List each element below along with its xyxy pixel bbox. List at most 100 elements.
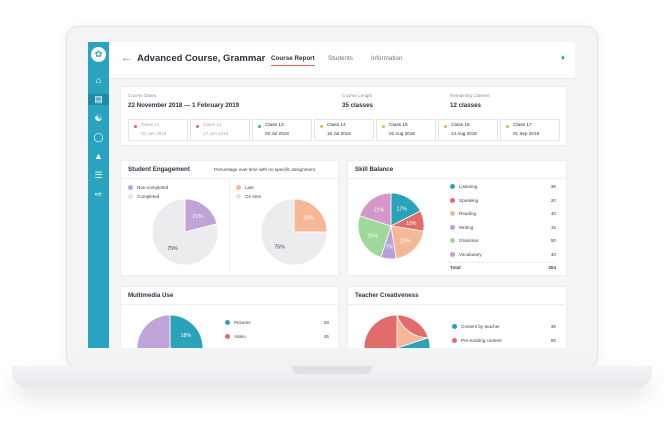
legend-value: 45 [323,333,329,339]
class-card[interactable]: Class 15 02 Aug 2018 [376,119,436,141]
course-dates-value: 22 November 2018 — 1 February 2019 [128,102,240,109]
pie-slice [184,198,218,233]
pie-label: 10% [406,221,417,227]
pie-label: 75% [274,244,285,250]
class-status-dot [196,125,199,128]
class-status-dot [506,125,509,128]
pie-label: 75% [167,246,178,252]
bell-icon[interactable]: ♦ [560,53,565,62]
pie-slice [357,215,392,258]
engagement-note: Percentage over time with no specific as… [214,167,317,172]
sidebar: ✿ ⌂ ▤ ☯ ◯ ▲ ☰ ⇨ [88,42,109,348]
card-divider [347,304,565,305]
back-arrow-icon[interactable]: ← [121,52,132,64]
card-divider [347,178,565,179]
legend-name: Reading [459,211,477,216]
pie-slice [151,198,219,266]
legend-swatch [128,185,133,190]
pie-label: 17% [396,207,407,213]
class-name: Class 12 [203,123,222,128]
legend-swatch [236,185,241,190]
class-status-dot [258,125,261,128]
pie-slice [136,314,171,348]
class-status-dot [134,125,137,128]
class-card[interactable]: Class 16 14 Aug 2018 [438,119,498,141]
legend-label: On time [245,194,262,199]
award-icon[interactable]: ◯ [93,132,104,142]
legend-swatch [236,194,241,199]
legend-label: Late [245,185,254,190]
class-status-dot [320,125,323,128]
pie-label: 18% [181,333,192,339]
legend-name: Grammar [459,238,479,243]
home-icon[interactable]: ⌂ [95,75,102,85]
class-name: Class 13 [265,123,284,128]
multimedia-chart: 18% [136,314,204,348]
class-date: 16 Jul 2018 [327,131,351,136]
network-icon[interactable]: ☯ [94,113,103,123]
legend-swatch [450,211,455,216]
legend-name: Speaking [459,197,479,203]
legend-name: Content by teacher [461,324,500,329]
sliders-icon[interactable]: ☰ [94,170,103,180]
tab-students[interactable]: Students [328,55,353,62]
legend-row: Writing 15 [450,224,556,231]
legend-swatch [450,251,455,257]
legend-value: 50 [550,238,556,243]
legend-non-completed: Non-completed [128,185,168,190]
pie-label: 25% [303,216,314,222]
exit-icon[interactable]: ⇨ [94,189,103,199]
total-label: Total [450,265,461,270]
tab-course-report[interactable]: Course Report [271,55,315,66]
total-divider [448,262,557,263]
multimedia-use-title: Multimedia Use [128,292,174,299]
legend-row: Vocabulary 40 [450,251,556,258]
class-date: 02 Aug 2018 [389,131,415,136]
legend-name: Pictures [234,320,251,325]
chart-divider [229,180,230,272]
class-card[interactable]: Class 17 01 Sep 2018 [500,119,560,141]
class-name: Class 11 [141,123,160,128]
legend-value: 15 [550,224,556,230]
class-card[interactable]: Class 14 16 Jul 2018 [314,119,374,141]
pie-slice [169,314,204,348]
legend-value: 35 [550,324,556,329]
skill-balance-chart: 17% 10% 20% 7% 25% 21% [357,192,425,260]
legend-completed: Completed [128,194,159,199]
legend-row: Video 45 [225,333,329,340]
app-screen: ✿ ⌂ ▤ ☯ ◯ ▲ ☰ ⇨ ← Advanced Course, Gramm… [88,42,575,348]
people-icon[interactable]: ▲ [94,151,103,161]
card-divider [120,178,337,179]
report-icon[interactable]: ▤ [88,94,109,105]
class-name: Class 16 [451,123,470,128]
legend-row: Content by teacher 35 [452,324,556,330]
class-card[interactable]: Class 13 03 Jul 2018 [252,119,312,141]
pie-label: 20% [400,238,411,244]
tab-information[interactable]: Information [371,55,403,62]
legend-row: Reading 40 [450,211,556,217]
remaining-classes-value: 12 classes [450,102,481,109]
creativeness-chart: 18% [363,314,431,348]
total-value: 204 [548,265,556,270]
top-bar: ← Advanced Course, Grammar Course Report… [109,42,575,79]
legend-swatch [128,194,133,199]
page-title: Advanced Course, Grammar [137,53,266,64]
teacher-creativeness-title: Teacher Creativeness [355,292,419,299]
class-card[interactable]: Class 12 17 Jun 2018 [190,119,250,141]
legend-label: Completed [137,194,160,199]
legend-name: Video [234,333,246,339]
legend-name: Vocabulary [459,251,482,257]
class-card[interactable]: Class 11 04 Jun 2018 [128,119,188,141]
legend-row: Pre-existing content 85 [452,337,556,344]
class-date: 01 Sep 2018 [513,131,540,136]
legend-on-time: On time [236,194,261,199]
laptop-notch [292,366,372,374]
class-date: 14 Aug 2018 [451,131,477,136]
skill-balance-title: Skill Balance [355,166,394,173]
legend-value: 20 [550,197,556,203]
pie-label: 21% [374,207,385,213]
legend-name: Writing [459,224,474,230]
course-length-value: 35 classes [342,102,373,109]
legend-value: 35 [550,184,556,189]
legend-swatch [225,320,230,325]
